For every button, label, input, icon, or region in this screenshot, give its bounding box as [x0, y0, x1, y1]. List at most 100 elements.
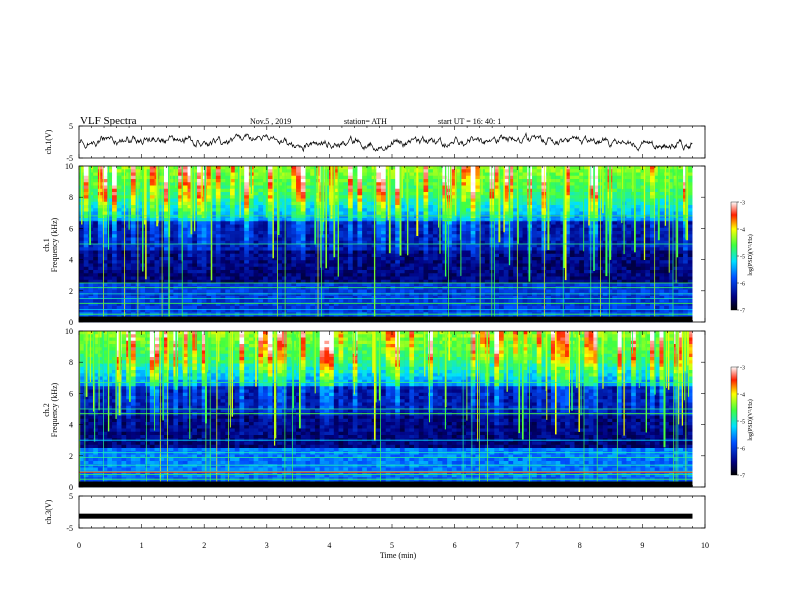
spectrogram-cell: [456, 224, 462, 229]
start-time-label: start UT = 16: 40: 1: [438, 117, 501, 126]
spectrogram-cell: [79, 266, 85, 271]
spectrogram-cell: [88, 260, 94, 264]
spectrogram-cell: [574, 214, 580, 219]
spectrogram-cell: [442, 266, 448, 271]
figure-title: VLF Spectra: [80, 115, 137, 127]
spectrogram-cell: [461, 240, 467, 245]
spectrogram-cell: [546, 266, 552, 271]
spectrogram-cell: [565, 244, 571, 248]
spectrogram-cell: [300, 201, 306, 206]
spectrogram-cell: [230, 182, 236, 186]
spectrogram-cell: [536, 169, 542, 173]
spectrogram-cell: [215, 283, 221, 287]
spectrogram-cell: [305, 247, 311, 251]
spectrogram-cell: [206, 172, 212, 177]
spectrogram-cell: [97, 263, 103, 268]
spectrogram-cell: [442, 205, 448, 209]
spectrogram-cell: [286, 185, 292, 190]
spectrogram-cell: [465, 263, 471, 268]
spectrogram-cell: [461, 175, 467, 180]
spectrogram-cell: [635, 276, 641, 281]
spectrogram-cell: [201, 244, 207, 248]
spectrogram-cell: [451, 195, 457, 199]
spectrogram-cell: [239, 253, 245, 258]
spectrogram-cell: [300, 237, 306, 242]
spectrogram-cell: [404, 260, 410, 264]
spectrogram-cell: [286, 221, 292, 225]
spectrogram-cell: [465, 192, 471, 196]
spectrogram-cell: [107, 182, 113, 186]
spectrogram-cell: [93, 266, 99, 271]
spectrogram-cell: [465, 185, 471, 190]
spectrogram-cell: [579, 266, 585, 271]
spectrogram-cell: [536, 237, 542, 242]
spectrogram-cell: [83, 240, 89, 245]
spectrogram-cell: [168, 227, 174, 232]
spectrogram-cell: [272, 214, 278, 219]
spectrogram-cell: [659, 266, 665, 271]
spectrogram-cell: [225, 221, 231, 225]
spectrogram-cell: [215, 224, 221, 229]
spectrogram-cell: [272, 244, 278, 248]
spectrogram-cell: [333, 257, 339, 261]
spectrogram-cell: [574, 208, 580, 212]
spectrogram-cell: [187, 260, 193, 264]
spectrogram-cell: [201, 247, 207, 251]
spectrogram-cell: [281, 198, 287, 203]
spectrogram-cell: [300, 192, 306, 196]
spectrogram-cell: [451, 221, 457, 225]
spectrogram-cell: [626, 211, 632, 216]
spectrogram-cell: [168, 192, 174, 196]
spectrogram-cell: [178, 227, 184, 232]
spectrogram-cell: [579, 231, 585, 235]
spectrogram-cell: [187, 227, 193, 232]
spectrogram-cell: [314, 253, 320, 258]
spectrogram-cell: [145, 221, 151, 225]
spectrogram-cell: [93, 205, 99, 209]
spectrogram-cell: [503, 205, 509, 209]
spectrogram-cell: [399, 263, 405, 268]
spectrogram-cell: [107, 201, 113, 206]
spectrogram-cell: [616, 263, 622, 268]
spectrogram-cell: [456, 231, 462, 235]
spectrogram-cell: [381, 169, 387, 173]
spectrogram-cell: [494, 279, 500, 284]
spectrogram-cell: [442, 172, 448, 177]
spectrogram-cell: [654, 205, 660, 209]
spectrogram-cell: [635, 179, 641, 183]
spectrogram-cell: [343, 276, 349, 281]
spectrogram-cell: [532, 185, 538, 190]
spectrogram-cell: [654, 198, 660, 203]
spectrogram-cell: [381, 188, 387, 193]
spectrogram-cell: [225, 172, 231, 177]
spectrogram-cell: [178, 218, 184, 222]
spectrogram-cell: [616, 182, 622, 186]
spectrogram-cell: [423, 257, 429, 261]
spectrogram-cell: [211, 198, 217, 203]
spectrogram-cell: [593, 270, 599, 274]
spectrogram-cell: [97, 214, 103, 219]
spectrogram-cell: [635, 214, 641, 219]
spectrogram-cell: [206, 276, 212, 281]
spectrogram-cell: [659, 253, 665, 258]
spectrogram-cell: [291, 175, 297, 180]
spectrogram-cell: [300, 172, 306, 177]
spectrogram-cell: [366, 247, 372, 251]
spectrogram-cell: [215, 192, 221, 196]
spectrogram-cell: [390, 240, 396, 245]
spectrogram-cell: [97, 237, 103, 242]
spectrogram-cell: [517, 276, 523, 281]
spectrogram-cell: [107, 166, 113, 170]
spectrogram-cell: [286, 276, 292, 281]
spectrogram-cell: [112, 237, 118, 242]
spectrogram-cell: [178, 283, 184, 287]
spectrogram-cell: [145, 227, 151, 232]
spectrogram-cell: [640, 218, 646, 222]
spectrogram-cell: [145, 172, 151, 177]
spectrogram-cell: [253, 166, 259, 170]
spectrogram-cell: [112, 231, 118, 235]
spectrogram-cell: [395, 224, 401, 229]
spectrogram-cell: [225, 250, 231, 255]
spectrogram-cell: [456, 276, 462, 281]
spectrogram-cell: [687, 250, 693, 255]
